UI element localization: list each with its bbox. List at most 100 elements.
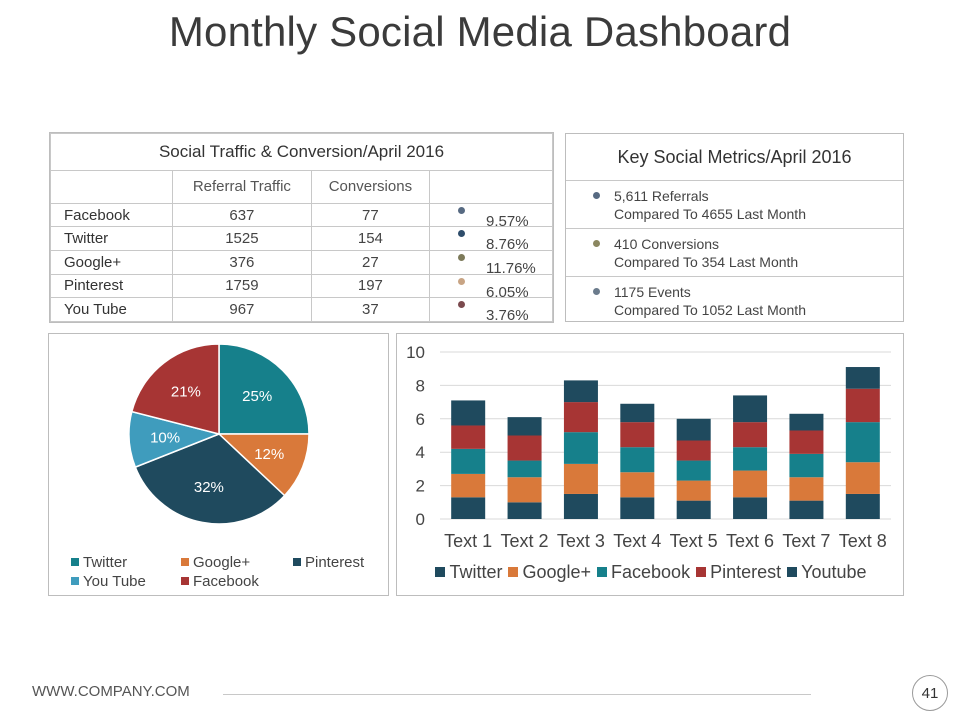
legend-swatch <box>597 567 608 577</box>
metric-item: 5,611 Referrals Compared To 4655 Last Mon… <box>566 181 903 229</box>
footer-divider <box>223 694 811 695</box>
legend-label: Google+ <box>522 562 592 582</box>
bar-segment-google- <box>845 462 880 494</box>
bar-segment-youtube <box>507 417 542 436</box>
bar-segment-google- <box>733 470 768 498</box>
table-row: Facebook 637 77 9.57% <box>50 202 553 230</box>
bar-segment-twitter <box>563 493 598 519</box>
bar-segment-pinterest <box>733 422 768 448</box>
bar-segment-facebook <box>845 422 880 463</box>
bar-segment-facebook <box>563 432 598 464</box>
bullet-dot-icon <box>593 240 600 247</box>
row-percent-cell: 6.05% <box>429 273 553 301</box>
x-tick-label: Text 5 <box>670 531 718 551</box>
pie-legend-item: Facebook <box>181 573 259 590</box>
legend-label: Youtube <box>801 562 867 582</box>
row-referral: 1525 <box>172 226 312 251</box>
bar-segment-facebook <box>620 447 655 473</box>
bar-legend-item: Youtube <box>787 562 867 583</box>
bar-segment-twitter <box>620 497 655 519</box>
pie-data-label: 21% <box>171 383 201 400</box>
bullet-dot-icon <box>458 206 465 214</box>
bar-segment-youtube <box>620 403 655 423</box>
row-conversions: 37 <box>310 297 431 322</box>
legend-label: Pinterest <box>710 562 782 582</box>
bullet-dot-icon <box>593 192 600 199</box>
pie-chart-panel: 25% 12% 32% 10% 21% Twitter Google+ Pinterest Y… <box>48 333 389 596</box>
page-number: 41 <box>912 675 948 711</box>
row-referral: 967 <box>172 297 312 322</box>
bar-segment-twitter <box>507 502 542 519</box>
header-percent <box>429 169 553 204</box>
bar-segment-pinterest <box>451 425 486 449</box>
page-title: Monthly Social Media Dashboard <box>168 8 792 55</box>
metric-value: 410 Conversions <box>614 236 720 252</box>
legend-swatch <box>71 577 79 585</box>
bar-segment-youtube <box>451 400 486 426</box>
bar-segment-youtube <box>789 413 824 431</box>
row-percent: 8.76% <box>486 236 529 254</box>
bar-segment-twitter <box>789 500 824 519</box>
bar-segment-twitter <box>676 500 711 519</box>
pie-legend-item: Google+ <box>181 554 250 571</box>
bar-segment-youtube <box>563 380 598 403</box>
legend-swatch <box>696 567 707 577</box>
row-percent: 6.05% <box>486 283 529 301</box>
bar-segment-pinterest <box>789 430 824 454</box>
key-metrics-panel: Key Social Metrics/April 2016 5,611 Refe… <box>565 133 904 322</box>
stacked-bar-chart: 0 2 4 6 8 10 Text 1 Text 2 Text 3 Text 4 Text 5 Tex… <box>406 343 891 551</box>
legend-swatch <box>181 577 189 585</box>
row-platform: You Tube <box>50 297 173 322</box>
y-tick-label: 10 <box>406 343 425 362</box>
pie-data-label: 12% <box>254 446 284 463</box>
legend-label: You Tube <box>83 573 146 590</box>
bar-legend-item: Google+ <box>508 562 591 583</box>
bar-segment-pinterest <box>845 388 880 423</box>
bullet-dot-icon <box>458 301 465 309</box>
bar-segment-facebook <box>733 447 768 471</box>
bar-segment-facebook <box>451 448 486 474</box>
bullet-dot-icon <box>593 288 600 295</box>
header-referral: Referral Traffic <box>172 169 312 204</box>
bar-segment-pinterest <box>563 402 598 433</box>
x-tick-label: Text 3 <box>557 531 605 551</box>
bar-legend-item: Twitter <box>435 562 502 583</box>
bar-legend-item: Facebook <box>597 562 690 583</box>
table-row: You Tube 967 37 3.76% <box>50 297 553 324</box>
row-referral: 1759 <box>172 273 312 299</box>
pie-data-label: 25% <box>242 388 272 405</box>
y-tick-label: 0 <box>416 510 425 529</box>
pie-slice-google- <box>217 433 310 497</box>
metric-value: 1175 Events <box>614 284 691 300</box>
legend-label: Twitter <box>83 554 128 571</box>
x-tick-label: Text 1 <box>444 531 492 551</box>
legend-swatch <box>71 558 79 566</box>
bar-segment-facebook <box>676 460 711 481</box>
legend-label: Facebook <box>193 573 259 590</box>
traffic-table-caption: Social Traffic & Conversion/April 2016 <box>50 133 553 171</box>
footer-website[interactable]: WWW.COMPANY.COM <box>32 683 190 700</box>
bar-segment-facebook <box>507 460 542 478</box>
bar-segment-google- <box>789 477 824 501</box>
metric-comparison: Compared To 4655 Last Month <box>614 206 806 222</box>
bar-segment-youtube <box>733 395 768 423</box>
x-tick-label: Text 8 <box>839 531 887 551</box>
bar-legend: Twitter Google+ Facebook Pinterest Youtube <box>397 562 905 583</box>
row-percent: 9.57% <box>486 212 529 230</box>
y-tick-label: 8 <box>416 376 425 395</box>
metric-comparison: Compared To 354 Last Month <box>614 254 799 270</box>
bar-segment-twitter <box>451 497 486 519</box>
bar-segment-pinterest <box>676 440 711 461</box>
x-tick-label: Text 2 <box>501 531 549 551</box>
pie-slice-twitter <box>218 343 310 435</box>
pie-legend-item: You Tube <box>71 573 146 590</box>
bar-segment-youtube <box>845 367 880 389</box>
legend-swatch <box>435 567 446 577</box>
row-percent: 11.76% <box>486 259 536 277</box>
bar-segment-google- <box>451 473 486 498</box>
header-conversions: Conversions <box>310 169 431 204</box>
bar-segment-google- <box>563 463 598 494</box>
legend-label: Twitter <box>449 562 503 582</box>
bar-segment-google- <box>507 477 542 503</box>
table-row: Pinterest 1759 197 6.05% <box>50 273 553 301</box>
